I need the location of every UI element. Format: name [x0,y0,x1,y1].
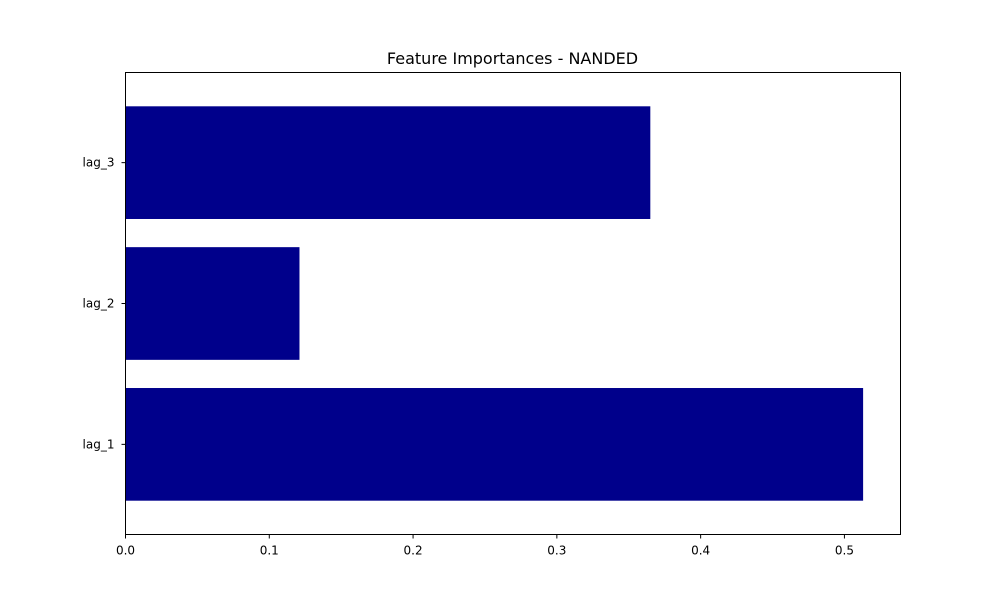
y-tick-label: lag_1 [83,437,115,451]
y-tick-label: lag_2 [83,297,115,311]
bar-lag_3 [125,106,651,219]
x-tick-label: 0.1 [260,544,279,558]
axes-frame [125,72,901,535]
x-tick-label: 0.5 [835,544,854,558]
bars-layer [125,106,864,501]
bar-lag_1 [125,388,864,501]
ticks-layer: lag_1 lag_2 lag_3 0.0 0.1 0.2 0.3 0.4 0.5 [83,156,854,558]
x-tick-label: 0.3 [547,544,566,558]
x-tick-label: 0.2 [404,544,423,558]
bar-lag_2 [125,247,300,360]
x-tick-label: 0.0 [116,544,135,558]
chart-title: Feature Importances - NANDED [387,49,638,68]
y-tick-label: lag_3 [83,156,115,170]
x-tick-label: 0.4 [691,544,710,558]
